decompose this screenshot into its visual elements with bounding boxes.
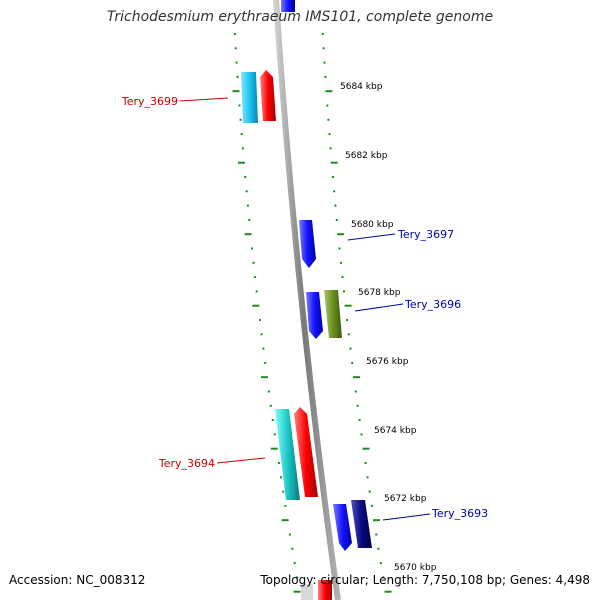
accession-text: Accession: NC_008312	[9, 573, 146, 587]
gene-arrow	[294, 407, 318, 497]
gene-label-left[interactable]: Tery_3699	[121, 95, 178, 108]
gene-labels: Tery_3699 Tery_3697 Tery_3696 Tery_3694 …	[121, 95, 488, 520]
gene-label-right[interactable]: Tery_3697	[397, 228, 454, 241]
genome-backbone	[273, 0, 341, 600]
callout-line-right	[382, 513, 431, 521]
gene-label-left[interactable]: Tery_3694	[158, 457, 215, 470]
callout-line-right	[347, 233, 396, 241]
gene-arrow	[260, 70, 276, 121]
gene-tery-3697[interactable]	[299, 220, 316, 268]
gene-arrow	[324, 290, 342, 338]
gene-arrow	[333, 504, 352, 551]
scale-label: 5676 kbp	[366, 357, 409, 367]
gene-arrow	[275, 409, 300, 500]
callout-line-right	[354, 303, 404, 312]
gene-arrow	[351, 500, 372, 548]
gene-label-right[interactable]: Tery_3693	[431, 507, 488, 520]
gene-partial-top	[281, 0, 295, 12]
scale-label: 5680 kbp	[351, 220, 394, 230]
genome-title: Trichodesmium erythraeum IMS101, complet…	[106, 9, 494, 25]
scale-label: 5672 kbp	[384, 494, 427, 504]
topology-text: Topology: circular; Length: 7,750,108 bp…	[260, 573, 590, 587]
gene-label-right[interactable]: Tery_3696	[404, 298, 461, 311]
gene-tery-3696[interactable]	[306, 290, 342, 339]
gene-tery-3693[interactable]	[333, 500, 372, 551]
scale-label: 5678 kbp	[358, 288, 401, 298]
scale-labels: 5684 kbp 5682 kbp 5680 kbp 5678 kbp 5676…	[340, 82, 437, 573]
gene-arrow	[299, 220, 316, 268]
callout-lines	[179, 97, 431, 521]
gene-tery-3699[interactable]	[241, 70, 276, 123]
gene-arrow	[241, 72, 258, 123]
tick-track-right	[321, 33, 392, 593]
tick-track-left	[232, 33, 301, 593]
callout-line-left	[179, 97, 229, 102]
scale-label: 5670 kbp	[394, 563, 437, 573]
gene-partial-bottom-gray	[301, 584, 313, 600]
gene-partial-bottom-red	[318, 580, 332, 600]
scale-label: 5682 kbp	[345, 151, 388, 161]
scale-label: 5674 kbp	[374, 426, 417, 436]
gene-arrow	[306, 292, 323, 339]
callout-line-left	[216, 457, 266, 464]
scale-label: 5684 kbp	[340, 82, 383, 92]
gene-tery-3694[interactable]	[275, 407, 318, 500]
